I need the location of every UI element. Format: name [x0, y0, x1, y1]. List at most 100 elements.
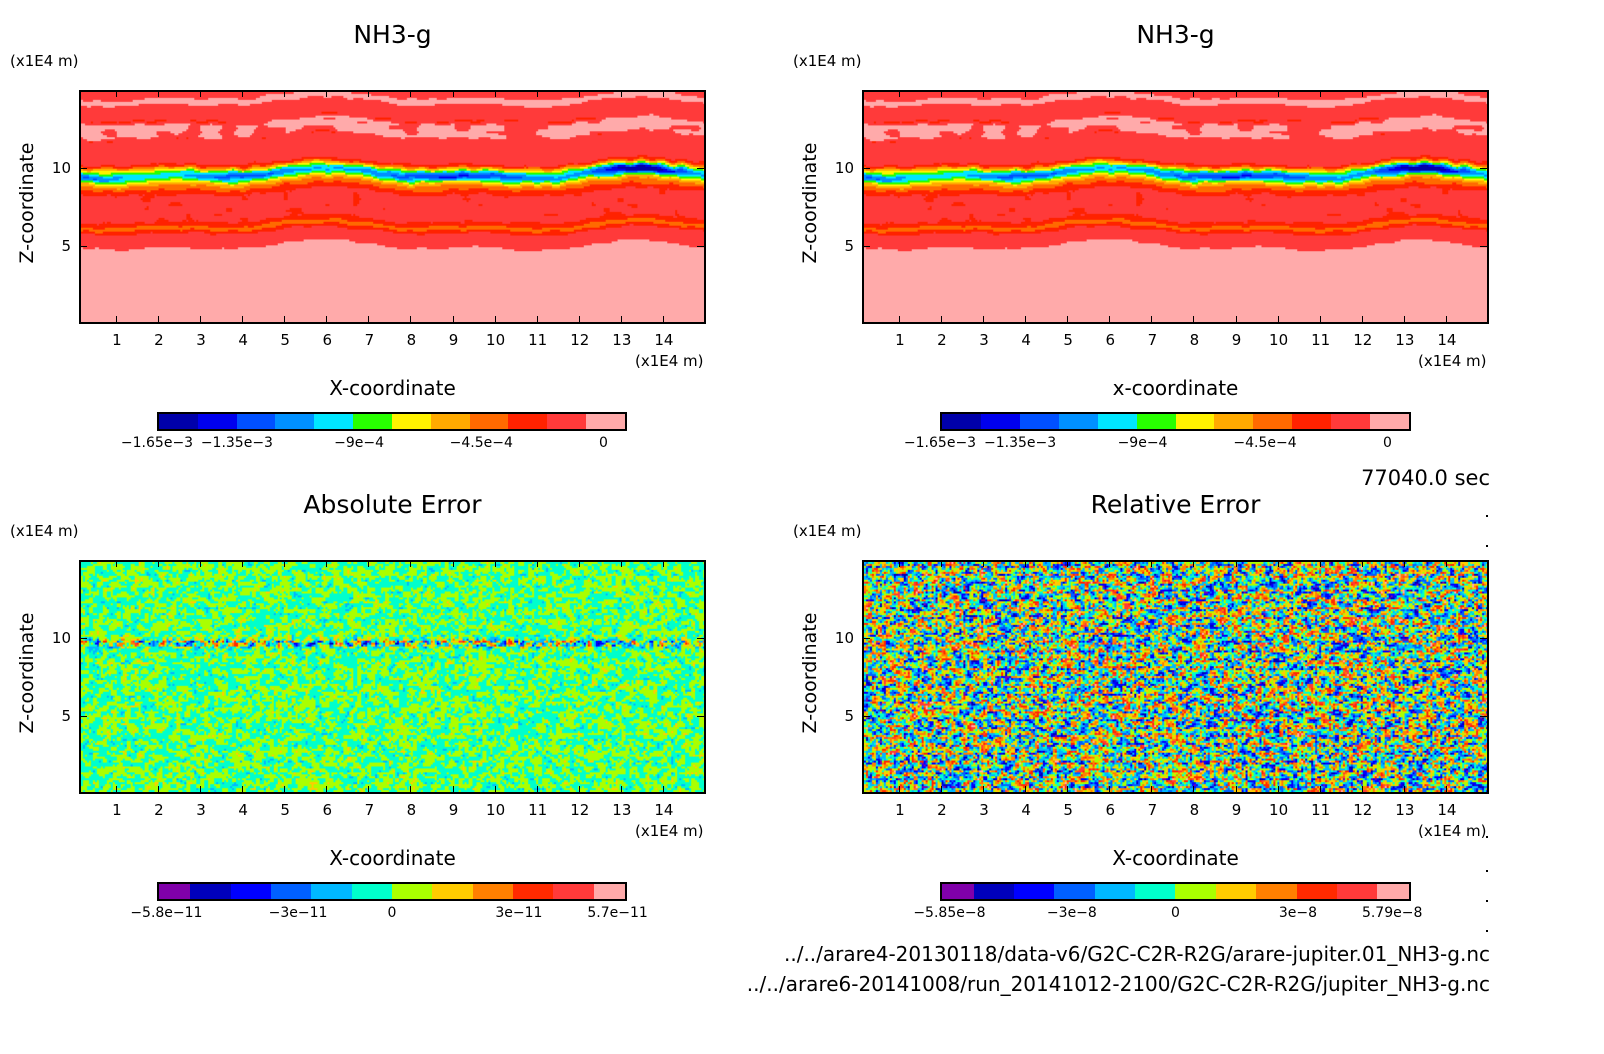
x-unit-label: (x1E4 m)	[1418, 822, 1487, 840]
x-tick-mark	[662, 90, 664, 97]
colorbar-swatch	[1215, 884, 1257, 899]
x-tick-label: 14	[1437, 331, 1457, 349]
x-tick-mark	[578, 90, 580, 97]
x-tick-mark	[536, 90, 538, 97]
y-tick-label: 5	[61, 707, 71, 725]
colorbar-tick-label: −9e−4	[334, 435, 385, 451]
margin-dot	[1486, 515, 1488, 517]
x-tick-mark	[983, 90, 985, 97]
colorbar-swatch	[197, 414, 237, 429]
x-tick-label: 11	[1311, 331, 1331, 349]
x-tick-mark	[494, 316, 496, 323]
colorbar-swatch	[1136, 414, 1176, 429]
colorbar-swatch	[512, 884, 554, 899]
y-tick-mark	[697, 716, 705, 717]
x-tick-mark	[200, 316, 202, 323]
x-tick-mark	[620, 560, 622, 567]
y-tick-mark	[1480, 638, 1488, 639]
x-tick-mark	[410, 90, 412, 97]
x-tick-label: 12	[1353, 331, 1373, 349]
x-tick-mark	[1361, 316, 1363, 323]
colorbar-tick-label: −4.5e−4	[449, 435, 513, 451]
x-tick-mark	[410, 316, 412, 323]
colorbar-swatch	[547, 414, 587, 429]
colorbar-tick-label: −1.35e−3	[200, 435, 273, 451]
x-tick-mark	[1277, 560, 1279, 567]
x-tick-mark	[1277, 786, 1279, 793]
panel-title: NH3-g	[353, 20, 432, 49]
colorbar-swatch	[1214, 414, 1254, 429]
x-tick-mark	[1193, 316, 1195, 323]
y-tick-mark	[862, 638, 870, 639]
time-label: 77040.0 sec	[1361, 466, 1490, 490]
x-tick-mark	[368, 560, 370, 567]
x-tick-mark	[1151, 316, 1153, 323]
margin-dot	[1486, 930, 1488, 932]
x-tick-label: 1	[895, 801, 905, 819]
x-tick-mark	[1109, 90, 1111, 97]
x-unit-label: (x1E4 m)	[635, 352, 704, 370]
x-tick-mark	[620, 786, 622, 793]
x-tick-mark	[1109, 560, 1111, 567]
y-tick-label: 5	[844, 707, 854, 725]
x-tick-mark	[494, 786, 496, 793]
x-tick-mark	[662, 560, 664, 567]
x-tick-mark	[452, 316, 454, 323]
x-tick-label: 6	[322, 801, 333, 819]
x-tick-mark	[115, 316, 117, 323]
x-tick-label: 13	[1395, 331, 1415, 349]
colorbar-tick-label: −1.65e−3	[120, 435, 194, 451]
x-tick-mark	[578, 316, 580, 323]
x-tick-label: 8	[1189, 801, 1200, 819]
x-tick-mark	[1403, 90, 1405, 97]
colorbar-tick-label: −9e−4	[1117, 435, 1168, 451]
colorbar-swatch	[553, 884, 594, 899]
colorbar-swatch	[391, 414, 431, 429]
x-tick-mark	[940, 560, 942, 567]
colorbar-tick-label: 3e−8	[1278, 905, 1318, 921]
x-tick-label: 12	[570, 331, 590, 349]
x-tick-label: 5	[280, 801, 290, 819]
x-tick-mark	[326, 90, 328, 97]
x-tick-label: 10	[1269, 801, 1289, 819]
y-tick-mark	[79, 168, 87, 169]
colorbar-swatch	[1296, 884, 1338, 899]
x-tick-label: 4	[1021, 331, 1031, 349]
x-tick-label: 9	[1231, 331, 1242, 349]
colorbar-swatch	[593, 884, 625, 899]
x-tick-label: 2	[937, 801, 947, 819]
colorbar-swatch	[1019, 414, 1059, 429]
x-tick-mark	[157, 316, 159, 323]
y-tick-mark	[79, 638, 87, 639]
x-tick-mark	[200, 90, 202, 97]
x-tick-mark	[284, 90, 286, 97]
colorbar-tick-label: 0	[1382, 435, 1392, 451]
y-unit-label: (x1E4 m)	[10, 52, 79, 70]
x-tick-label: 9	[1231, 801, 1242, 819]
x-tick-mark	[940, 786, 942, 793]
x-tick-mark	[326, 316, 328, 323]
x-tick-mark	[1277, 90, 1279, 97]
colorbar-swatch	[230, 884, 272, 899]
colorbar-swatch	[351, 884, 392, 899]
x-tick-mark	[1067, 90, 1069, 97]
x-tick-mark	[157, 560, 159, 567]
x-tick-mark	[1445, 316, 1447, 323]
x-tick-label: 1	[895, 331, 905, 349]
x-tick-label: 10	[486, 801, 506, 819]
colorbar-swatch	[1370, 414, 1410, 429]
colorbar	[157, 882, 627, 901]
colorbar-swatch	[1097, 414, 1137, 429]
x-tick-mark	[1193, 560, 1195, 567]
contour-plot	[79, 90, 706, 324]
x-tick-mark	[1067, 316, 1069, 323]
margin-dot	[1486, 836, 1488, 838]
x-tick-mark	[983, 786, 985, 793]
x-tick-mark	[200, 560, 202, 567]
x-tick-mark	[368, 316, 370, 323]
x-tick-label: 11	[528, 801, 548, 819]
colorbar-swatch	[1013, 884, 1055, 899]
x-tick-label: 9	[448, 331, 459, 349]
x-tick-label: 10	[486, 331, 506, 349]
x-tick-mark	[242, 316, 244, 323]
